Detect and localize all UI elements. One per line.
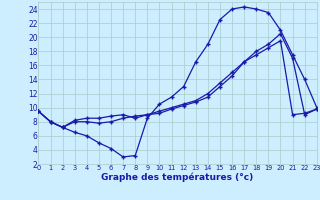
X-axis label: Graphe des températures (°c): Graphe des températures (°c) [101,172,254,182]
